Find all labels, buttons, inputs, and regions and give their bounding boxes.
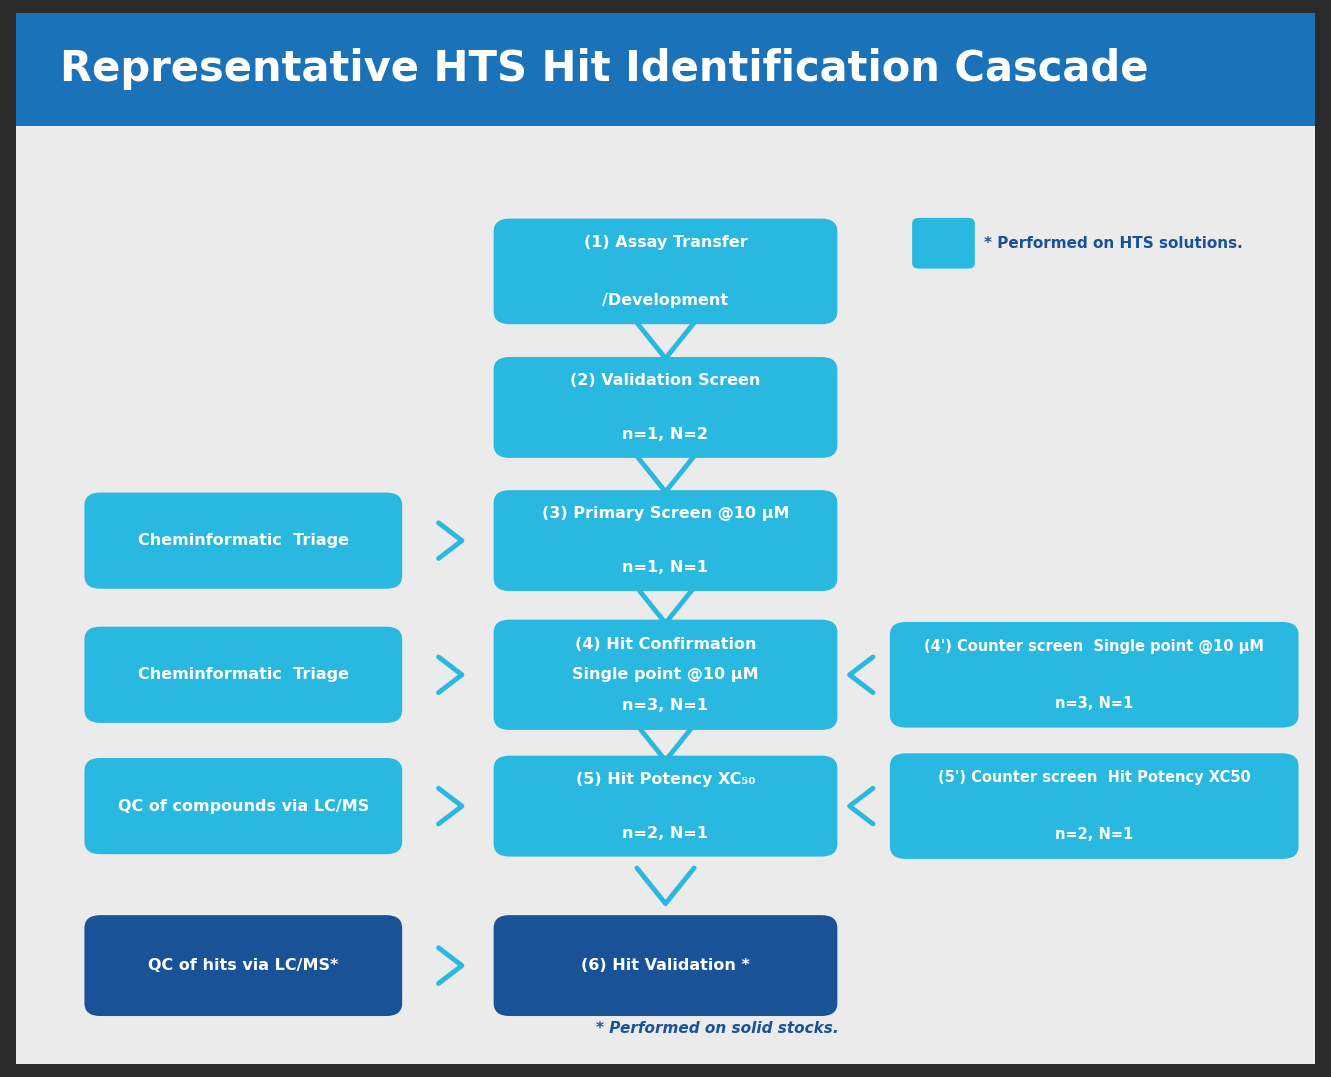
Text: (1) Assay Transfer: (1) Assay Transfer bbox=[583, 235, 748, 250]
FancyBboxPatch shape bbox=[84, 915, 402, 1016]
Text: n=1, N=2: n=1, N=2 bbox=[623, 426, 708, 442]
FancyBboxPatch shape bbox=[494, 490, 837, 591]
FancyBboxPatch shape bbox=[890, 623, 1299, 728]
Text: (3) Primary Screen @10 μM: (3) Primary Screen @10 μM bbox=[542, 506, 789, 521]
Text: (6) Hit Validation *: (6) Hit Validation * bbox=[582, 959, 749, 974]
Text: (4') Counter screen  Single point @10 μM: (4') Counter screen Single point @10 μM bbox=[924, 639, 1264, 654]
Text: Representative HTS Hit Identification Cascade: Representative HTS Hit Identification Ca… bbox=[60, 48, 1149, 90]
Text: Cheminformatic  Triage: Cheminformatic Triage bbox=[138, 533, 349, 548]
FancyBboxPatch shape bbox=[494, 915, 837, 1016]
FancyBboxPatch shape bbox=[16, 13, 1315, 126]
Text: n=2, N=1: n=2, N=1 bbox=[623, 826, 708, 841]
FancyBboxPatch shape bbox=[912, 218, 974, 268]
FancyBboxPatch shape bbox=[494, 756, 837, 856]
Text: n=3, N=1: n=3, N=1 bbox=[623, 698, 708, 713]
Text: (2) Validation Screen: (2) Validation Screen bbox=[570, 373, 761, 388]
FancyBboxPatch shape bbox=[84, 627, 402, 723]
FancyBboxPatch shape bbox=[494, 619, 837, 730]
Text: n=3, N=1: n=3, N=1 bbox=[1055, 696, 1133, 711]
Text: Single point @10 μM: Single point @10 μM bbox=[572, 668, 759, 682]
Text: QC of compounds via LC/MS: QC of compounds via LC/MS bbox=[117, 799, 369, 813]
Text: n=1, N=1: n=1, N=1 bbox=[623, 560, 708, 575]
Text: /Development: /Development bbox=[603, 293, 728, 308]
Text: (5) Hit Potency XC₅₀: (5) Hit Potency XC₅₀ bbox=[576, 771, 755, 786]
Text: * Performed on HTS solutions.: * Performed on HTS solutions. bbox=[984, 236, 1243, 251]
Text: (4) Hit Confirmation: (4) Hit Confirmation bbox=[575, 637, 756, 652]
FancyBboxPatch shape bbox=[84, 758, 402, 854]
FancyBboxPatch shape bbox=[494, 356, 837, 458]
FancyBboxPatch shape bbox=[16, 13, 1315, 1064]
FancyBboxPatch shape bbox=[84, 492, 402, 589]
Text: * Performed on solid stocks.: * Performed on solid stocks. bbox=[596, 1021, 839, 1036]
FancyBboxPatch shape bbox=[890, 753, 1299, 858]
Text: n=2, N=1: n=2, N=1 bbox=[1055, 827, 1133, 842]
Text: QC of hits via LC/MS*: QC of hits via LC/MS* bbox=[148, 959, 338, 974]
Text: Cheminformatic  Triage: Cheminformatic Triage bbox=[138, 668, 349, 682]
Text: (5') Counter screen  Hit Potency XC50: (5') Counter screen Hit Potency XC50 bbox=[938, 770, 1251, 785]
FancyBboxPatch shape bbox=[494, 219, 837, 324]
